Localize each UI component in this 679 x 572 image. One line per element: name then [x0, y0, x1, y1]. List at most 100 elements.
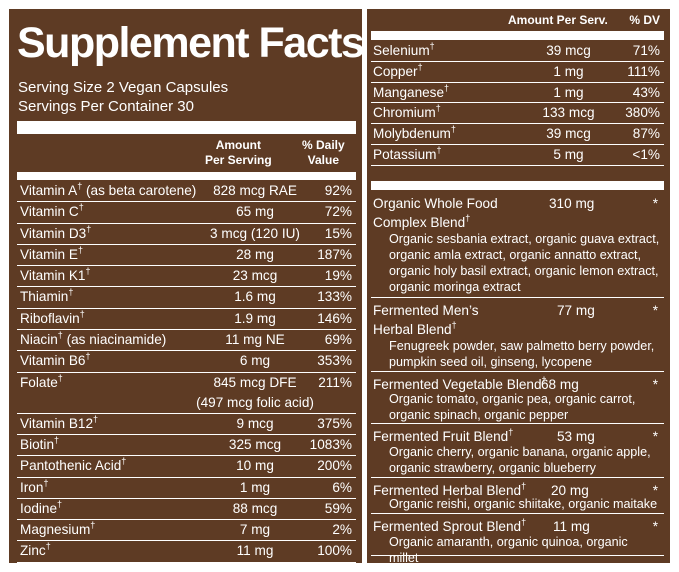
left-panel: Supplement Facts Serving Size 2 Vegan Ca…	[8, 8, 365, 564]
mineral-amount: 5 mg	[553, 146, 584, 162]
blend-amount: 68 mg	[541, 377, 579, 392]
nutrient-label: Biotin	[20, 436, 55, 452]
dagger-mark: †	[93, 413, 99, 424]
nutrient-amount: 845 mcg DFE	[213, 374, 297, 390]
nutrient-dv: 200%	[317, 458, 352, 474]
nutrient-name: Vitamin E†	[20, 245, 83, 265]
mineral-amount: 39 mcg	[546, 43, 591, 58]
nutrient-name: Vitamin K1†	[20, 266, 91, 286]
mineral-label: Potassium	[373, 146, 437, 162]
serving-size: Serving Size 2 Vegan Capsules	[18, 79, 229, 96]
nutrient-name: Pantothenic Acid†	[20, 456, 126, 476]
nutrient-dv: 69%	[324, 332, 352, 348]
mineral-amount: 1 mg	[553, 63, 584, 79]
nutrient-row: Thiamin† 1.6 mg 133%	[17, 287, 356, 309]
nutrient-note: (as beta carotene)	[82, 183, 197, 198]
dagger-mark: †	[450, 124, 456, 135]
blend-name-line1: Fermented Herbal Blend†	[373, 481, 526, 500]
nutrient-amount-detail: (497 mcg folic acid)	[196, 394, 314, 410]
dagger-mark: †	[521, 481, 527, 491]
nutrient-name: Vitamin B6†	[20, 351, 91, 371]
nutrient-amount: 3 mcg (120 IU)	[210, 225, 300, 241]
nutrient-amount: 65 mg	[236, 204, 274, 220]
dagger-mark: †	[78, 202, 84, 213]
nutrient-row: Vitamin E† 28 mg 187%	[17, 245, 356, 267]
nutrient-row: Vitamin D3† 3 mcg (120 IU) 15%	[17, 224, 356, 245]
nutrient-dv: 6%	[332, 479, 352, 495]
nutrient-amount: 88 mcg	[232, 500, 278, 516]
blend-dv: *	[652, 519, 658, 534]
mineral-row: Copper† 1 mg 111%	[371, 62, 664, 83]
nutrient-dv: 92%	[324, 183, 352, 198]
mineral-name: Potassium†	[373, 145, 441, 165]
nutrient-row: Pantothenic Acid† 10 mg 200%	[17, 456, 356, 478]
mineral-row: Selenium† 39 mcg 71%	[371, 41, 664, 62]
blend-row: Fermented Men’s Herbal Blend† 77 mg * Fenugr…	[371, 298, 664, 372]
nutrient-dv: 59%	[324, 500, 352, 516]
blend-ingredients: Organic cherry, organic banana, organic …	[389, 445, 651, 475]
nutrient-amount: 28 mg	[236, 246, 274, 262]
mineral-name: Molybdenum†	[373, 124, 456, 144]
nutrient-amount: 11 mg	[236, 543, 274, 559]
dagger-mark: †	[521, 517, 527, 527]
blend-label-cont: Herbal Blend	[373, 322, 452, 337]
dagger-mark: †	[444, 82, 450, 93]
blend-name: Fermented Men’s Herbal Blend†	[373, 301, 479, 339]
mineral-name: Chromium†	[373, 103, 441, 123]
blend-name-line1: Fermented Men’s	[373, 301, 479, 320]
dagger-mark: †	[541, 375, 547, 385]
mineral-dv: 87%	[632, 126, 660, 142]
nutrient-name: Magnesium†	[20, 520, 95, 540]
blend-amount: 20 mg	[551, 483, 589, 498]
blend-name-line2: Complex Blend†	[373, 213, 498, 232]
blend-ingredients: Fenugreek powder, saw palmetto berry pow…	[389, 339, 655, 369]
nutrient-row: Iron† 1 mg 6%	[17, 478, 356, 499]
nutrient-row: Riboflavin† 1.9 mg 146%	[17, 309, 356, 331]
nutrient-dv: 1083%	[309, 436, 352, 452]
nutrient-dv: 100%	[317, 543, 352, 559]
nutrient-row: Iodine† 88 mcg 59%	[17, 499, 356, 521]
nutrient-dv: 353%	[317, 353, 352, 369]
nutrient-label: Thiamin	[20, 289, 69, 305]
blend-name: Fermented Fruit Blend†	[373, 427, 513, 446]
nutrient-row: Magnesium† 7 mg 2%	[17, 520, 356, 542]
nutrient-row: Vitamin B12† 9 mcg 375%	[17, 414, 356, 435]
page-title: Supplement Facts	[17, 19, 365, 67]
dagger-mark: †	[68, 287, 74, 298]
right-panel: Amount Per Serv. % DV Selenium† 39 mcg 71%…	[366, 8, 671, 565]
nutrient-label: Niacin	[20, 332, 58, 348]
nutrient-label: Vitamin D3	[20, 225, 87, 241]
nutrient-dv: 72%	[324, 204, 352, 220]
nutrient-name: Zinc†	[20, 541, 51, 561]
blend-row: Organic Whole Food Complex Blend† 310 mg * O…	[371, 191, 664, 298]
nutrient-label: Folate	[20, 374, 58, 390]
nutrient-note: (as niacinamide)	[62, 332, 167, 348]
blend-name: Fermented Herbal Blend†	[373, 481, 526, 500]
nutrient-label: Zinc	[20, 543, 46, 559]
mineral-name: Copper†	[373, 62, 423, 82]
blend-row: Fermented Vegetable Blend† 68 mg * Organic …	[371, 372, 664, 424]
mineral-dv: 43%	[632, 84, 660, 100]
nutrient-name: Biotin†	[20, 435, 59, 455]
blend-name-line1: Fermented Sprout Blend†	[373, 517, 526, 536]
blend-dv: *	[652, 483, 658, 498]
mineral-name: Selenium†	[373, 41, 435, 61]
blend-label: Organic Whole Food	[373, 196, 498, 211]
blend-label: Fermented Herbal Blend	[373, 483, 522, 498]
servings-per-container: Servings Per Container 30	[18, 98, 194, 115]
medium-divider	[17, 172, 356, 180]
nutrient-amount: 325 mcg	[228, 436, 282, 452]
thick-divider	[17, 121, 356, 134]
mineral-label: Manganese	[373, 84, 445, 100]
mineral-label: Selenium	[373, 43, 430, 58]
mineral-row: Chromium† 133 mcg 380%	[371, 103, 664, 125]
nutrient-dv: 187%	[317, 246, 352, 262]
dagger-mark: †	[45, 541, 51, 552]
blend-ingredients: Organic amaranth, organic quinoa, organi…	[389, 535, 628, 565]
nutrient-amount: 1.6 mg	[234, 289, 276, 305]
blend-label-cont: Complex Blend	[373, 215, 466, 230]
nutrient-dv: 375%	[317, 415, 352, 431]
dagger-mark: †	[57, 330, 63, 341]
mineral-label: Chromium	[373, 105, 436, 121]
dagger-mark: †	[77, 181, 83, 191]
